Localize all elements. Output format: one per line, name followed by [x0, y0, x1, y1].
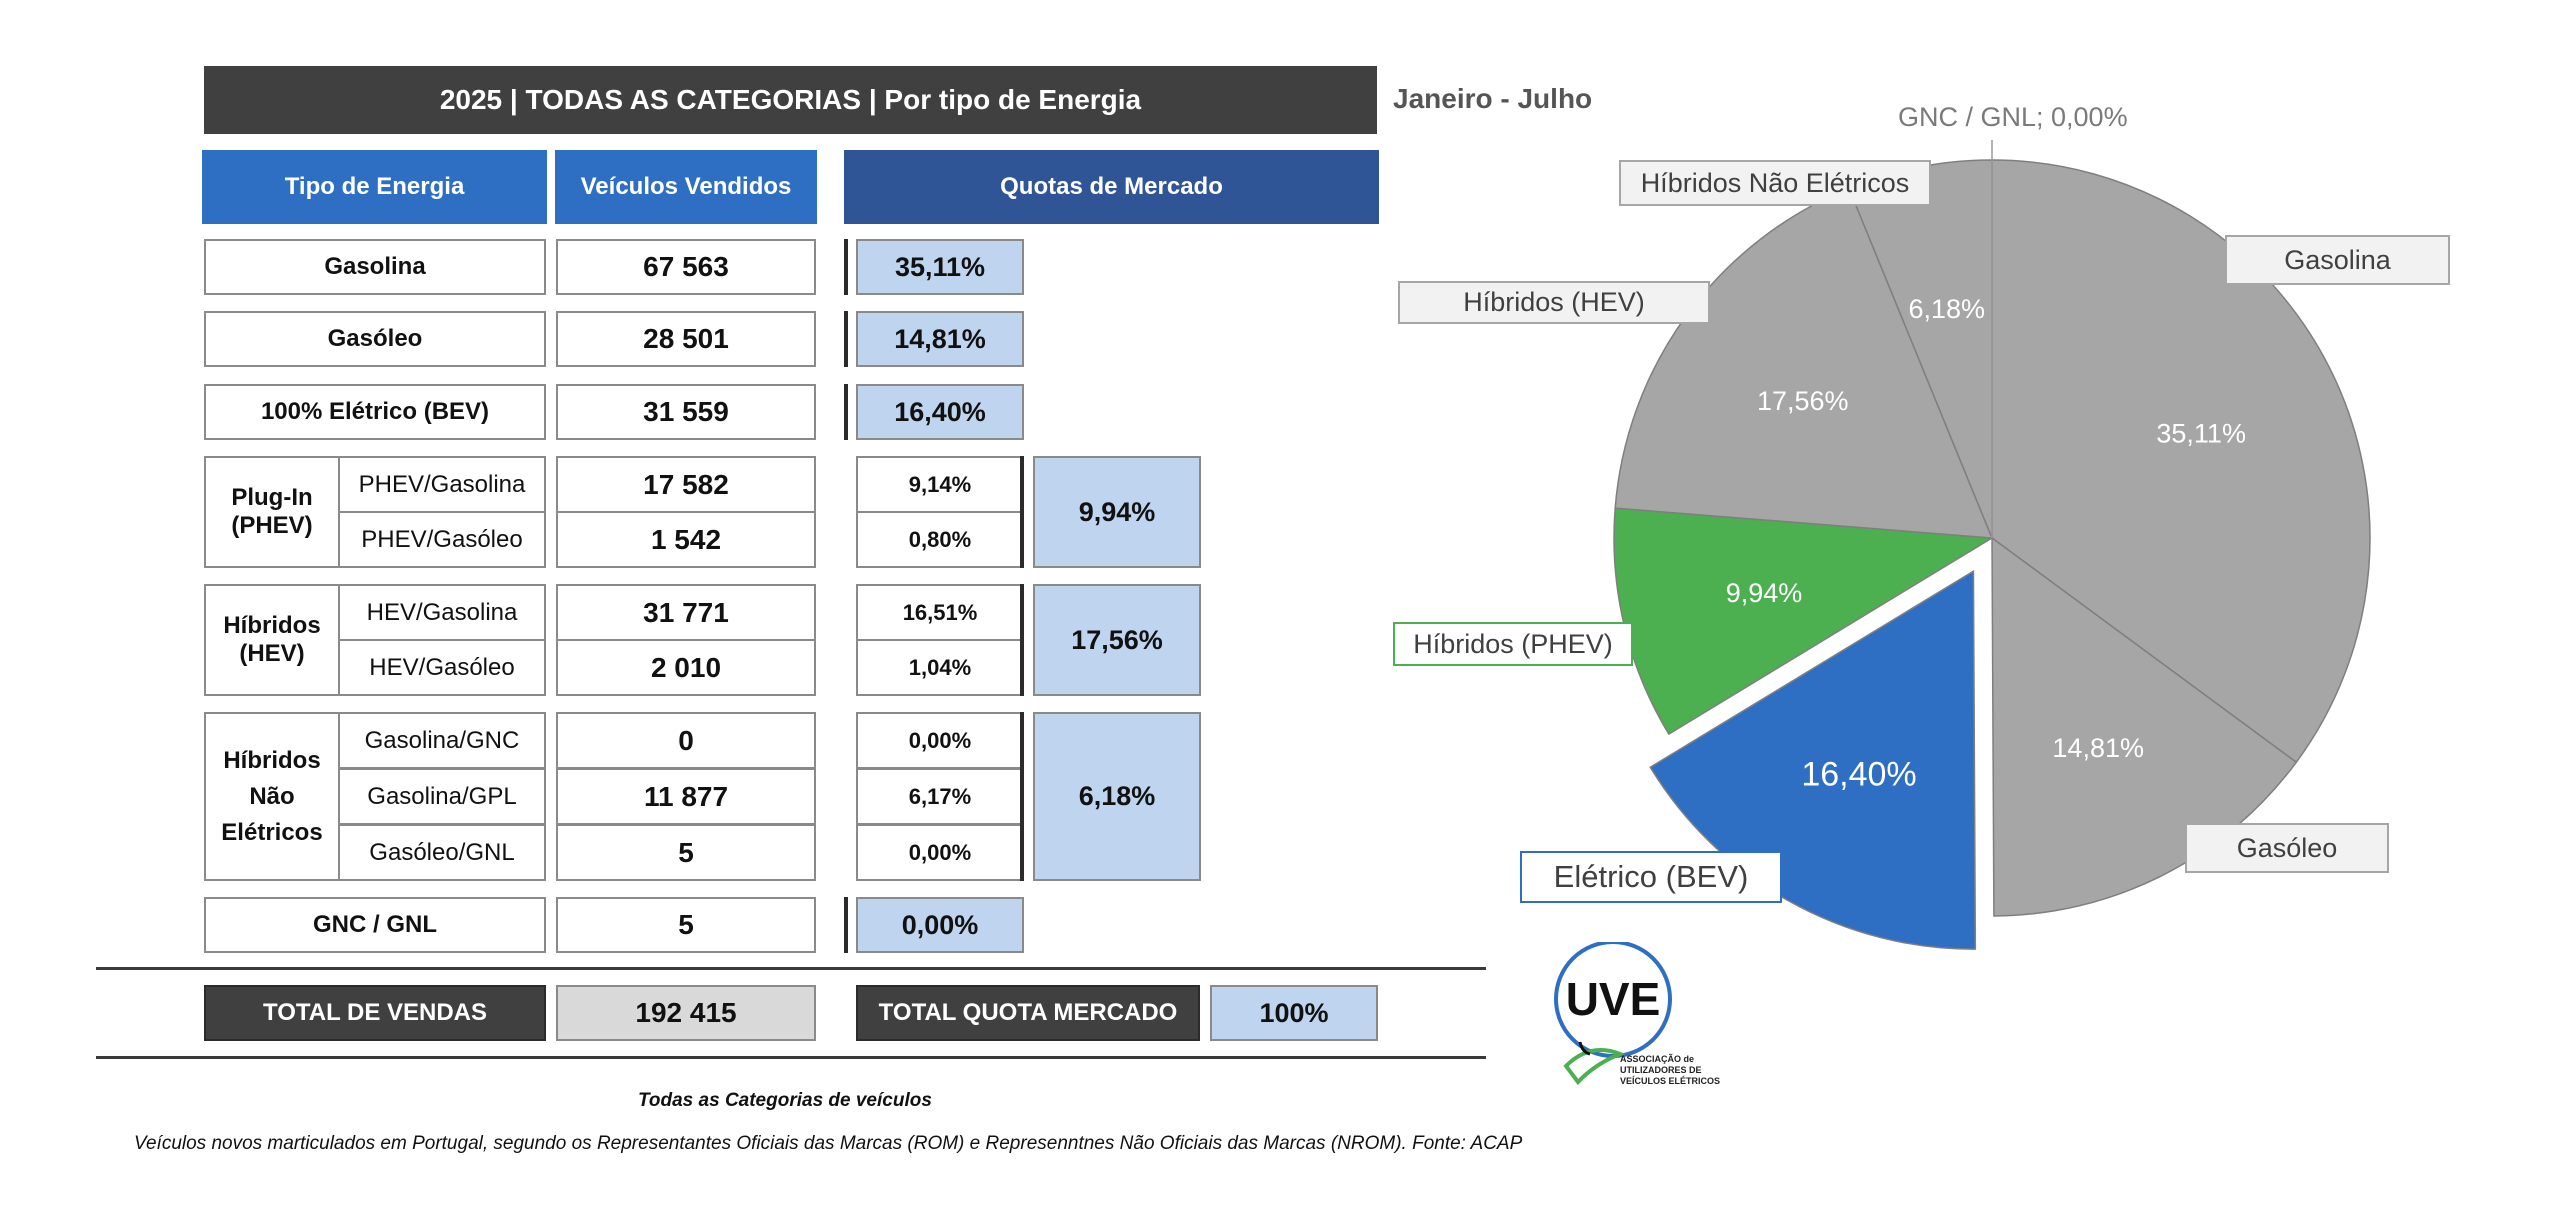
row-share: 16,40%: [856, 384, 1024, 440]
subrow-sold: 31 771: [556, 584, 816, 641]
subrow-share: 0,80%: [856, 511, 1024, 568]
row-label: GNC / GNL: [204, 897, 546, 953]
group-total-share: 17,56%: [1033, 584, 1201, 696]
subrow-share: 6,17%: [856, 768, 1024, 825]
row-share: 14,81%: [856, 311, 1024, 367]
uve-logo-line: VEÍCULOS ELÉTRICOS: [1620, 1076, 1721, 1086]
pie-slice-gasoleo: [1991, 536, 2298, 917]
subrow-sold: 11 877: [556, 768, 816, 825]
pie-data-label-hibridos-hev: 17,56%: [1757, 386, 1849, 416]
subrow-label: PHEV/Gasóleo: [338, 511, 546, 568]
subrow-share: 1,04%: [856, 639, 1024, 696]
pie-label-gnc: GNC / GNL; 0,00%: [1898, 102, 2128, 132]
total-sales-value: 192 415: [556, 985, 816, 1041]
group-label: Híbridos Não Elétricos: [204, 712, 340, 881]
subrow-sold: 0: [556, 712, 816, 769]
subrow-share: 9,14%: [856, 456, 1024, 513]
row-divider: [844, 311, 848, 367]
group-divider: [1020, 712, 1024, 881]
pie-label-hev: Híbridos (HEV): [1398, 281, 1710, 324]
pie-label-gasoleo: Gasóleo: [2185, 823, 2389, 873]
subrow-share: 0,00%: [856, 712, 1024, 769]
uve-logo-line: ASSOCIAÇÃO de: [1620, 1054, 1695, 1064]
row-sold: 31 559: [556, 384, 816, 440]
pie-label-gasolina: Gasolina: [2225, 235, 2450, 285]
footnote-categories: Todas as Categorias de veículos: [638, 1090, 932, 1111]
pie-chart: 35,11% 14,81% 16,40% 9,94% 17,56% 6,18%: [1613, 140, 2371, 950]
total-share-value: 100%: [1210, 985, 1378, 1041]
row-label: Gasóleo: [204, 311, 546, 367]
subrow-label: Gasóleo/GNL: [338, 824, 546, 881]
subrow-label: Gasolina/GNC: [338, 712, 546, 769]
subrow-sold: 5: [556, 824, 816, 881]
pie-label-bev: Elétrico (BEV): [1520, 851, 1782, 903]
group-label: Híbridos (HEV): [204, 584, 340, 696]
totals-top-rule: [96, 967, 1486, 970]
pie-data-label-gasoleo: 14,81%: [2052, 733, 2144, 763]
group-label: Plug-In (PHEV): [204, 456, 340, 568]
group-total-share: 6,18%: [1033, 712, 1201, 881]
row-divider: [844, 239, 848, 295]
total-sales-label: TOTAL DE VENDAS: [204, 985, 546, 1041]
header-energy-type: Tipo de Energia: [202, 150, 547, 224]
footnote-source: Veículos novos marticulados em Portugal,…: [134, 1133, 1523, 1154]
subrow-share: 0,00%: [856, 824, 1024, 881]
group-divider: [1020, 584, 1024, 696]
subrow-sold: 2 010: [556, 639, 816, 696]
row-share: 0,00%: [856, 897, 1024, 953]
subrow-label: HEV/Gasolina: [338, 584, 546, 641]
group-divider: [1020, 456, 1024, 568]
row-divider: [844, 384, 848, 440]
row-sold: 5: [556, 897, 816, 953]
table-title: 2025 | TODAS AS CATEGORIAS | Por tipo de…: [204, 66, 1377, 134]
pie-slice-gasolina: [1991, 159, 2371, 764]
pie-data-label-eletrico-bev: 16,40%: [1801, 756, 1916, 794]
row-label: 100% Elétrico (BEV): [204, 384, 546, 440]
pie-data-label-gasolina: 35,11%: [2156, 418, 2246, 448]
uve-logo-wordmark: UVE: [1566, 973, 1661, 1025]
pie-data-label-hibridos-phev: 9,94%: [1726, 578, 1803, 608]
pie-label-hne: Híbridos Não Elétricos: [1619, 160, 1931, 206]
uve-logo: UVE ASSOCIAÇÃO de UTILIZADORES DE VEÍCUL…: [1550, 940, 1730, 1102]
subrow-label: Gasolina/GPL: [338, 768, 546, 825]
row-divider: [844, 897, 848, 953]
pie-label-phev: Híbridos (PHEV): [1393, 622, 1633, 666]
period-label: Janeiro - Julho: [1393, 83, 1593, 114]
totals-bottom-rule: [96, 1056, 1486, 1059]
header-market-share: Quotas de Mercado: [844, 150, 1379, 224]
row-share: 35,11%: [856, 239, 1024, 295]
pie-data-label-hibridos-nao-eletricos: 6,18%: [1909, 294, 1986, 324]
subrow-label: PHEV/Gasolina: [338, 456, 546, 513]
subrow-sold: 17 582: [556, 456, 816, 513]
uve-logo-mark: UVE: [1554, 940, 1672, 1086]
total-share-label: TOTAL QUOTA MERCADO: [856, 985, 1200, 1041]
row-sold: 28 501: [556, 311, 816, 367]
uve-logo-text: ASSOCIAÇÃO de UTILIZADORES DE VEÍCULOS E…: [1620, 1054, 1720, 1087]
row-sold: 67 563: [556, 239, 816, 295]
subrow-label: HEV/Gasóleo: [338, 639, 546, 696]
subrow-sold: 1 542: [556, 511, 816, 568]
subrow-share: 16,51%: [856, 584, 1024, 641]
group-total-share: 9,94%: [1033, 456, 1201, 568]
uve-logo-line: UTILIZADORES DE: [1620, 1065, 1702, 1075]
header-vehicles-sold: Veículos Vendidos: [555, 150, 817, 224]
row-label: Gasolina: [204, 239, 546, 295]
